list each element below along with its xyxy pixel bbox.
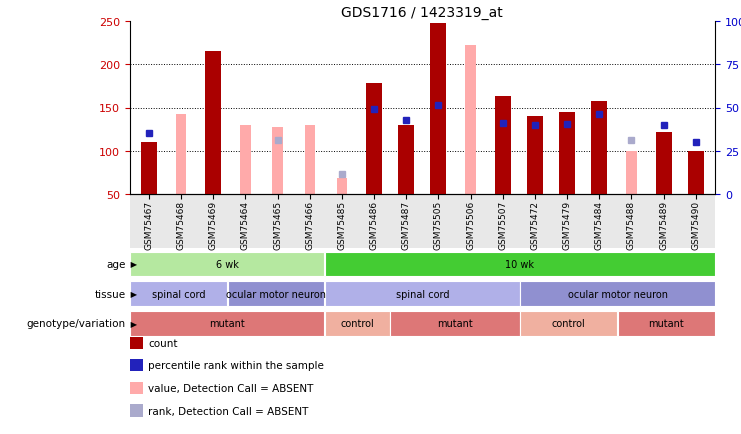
Bar bbox=[656, 132, 671, 194]
Text: count: count bbox=[148, 338, 178, 348]
Text: tissue: tissue bbox=[95, 289, 126, 299]
Bar bbox=[305, 125, 315, 194]
Text: age: age bbox=[107, 260, 126, 270]
Bar bbox=[130, 282, 227, 306]
Text: ocular motor neuron: ocular motor neuron bbox=[568, 289, 668, 299]
Bar bbox=[227, 282, 325, 306]
Bar bbox=[495, 97, 511, 194]
Text: genotype/variation: genotype/variation bbox=[27, 319, 126, 329]
Title: GDS1716 / 1423319_at: GDS1716 / 1423319_at bbox=[342, 6, 503, 20]
Bar bbox=[431, 24, 447, 194]
Text: mutant: mutant bbox=[648, 319, 684, 329]
Bar bbox=[273, 127, 283, 194]
Bar bbox=[520, 312, 617, 336]
Text: 6 wk: 6 wk bbox=[216, 260, 239, 270]
Bar bbox=[398, 125, 414, 194]
Bar bbox=[688, 151, 704, 194]
Text: value, Detection Call = ABSENT: value, Detection Call = ABSENT bbox=[148, 383, 313, 393]
Bar bbox=[591, 102, 608, 194]
Text: ocular motor neuron: ocular motor neuron bbox=[226, 289, 326, 299]
Text: rank, Detection Call = ABSENT: rank, Detection Call = ABSENT bbox=[148, 406, 308, 416]
Text: control: control bbox=[552, 319, 585, 329]
Text: 10 wk: 10 wk bbox=[505, 260, 534, 270]
Bar bbox=[391, 312, 519, 336]
Text: spinal cord: spinal cord bbox=[396, 289, 449, 299]
Bar bbox=[465, 46, 476, 194]
Text: mutant: mutant bbox=[437, 319, 473, 329]
Bar bbox=[618, 312, 715, 336]
Bar bbox=[520, 282, 715, 306]
Text: percentile rank within the sample: percentile rank within the sample bbox=[148, 361, 324, 371]
Bar bbox=[130, 253, 325, 276]
Bar bbox=[130, 312, 325, 336]
Text: ▶: ▶ bbox=[128, 289, 137, 298]
Text: spinal cord: spinal cord bbox=[152, 289, 205, 299]
Bar bbox=[325, 312, 390, 336]
Bar bbox=[527, 117, 543, 194]
Text: mutant: mutant bbox=[210, 319, 245, 329]
Text: control: control bbox=[340, 319, 374, 329]
Bar bbox=[336, 179, 348, 194]
Bar bbox=[141, 143, 157, 194]
Bar bbox=[366, 84, 382, 194]
Bar bbox=[240, 125, 250, 194]
Bar bbox=[559, 112, 575, 194]
Bar bbox=[205, 52, 222, 194]
Bar bbox=[176, 114, 187, 194]
Bar bbox=[325, 253, 715, 276]
Bar bbox=[626, 151, 637, 194]
Bar bbox=[325, 282, 519, 306]
Text: ▶: ▶ bbox=[128, 260, 137, 269]
Text: ▶: ▶ bbox=[128, 319, 137, 328]
